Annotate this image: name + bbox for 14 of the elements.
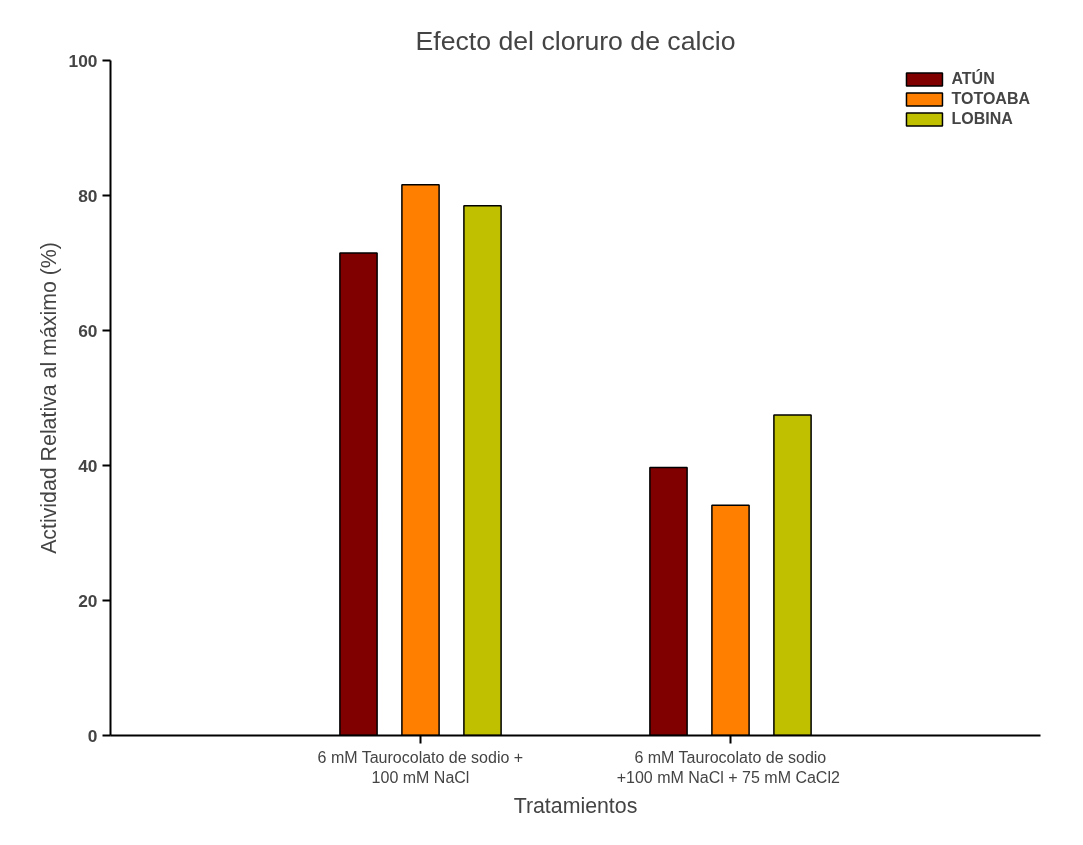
- legend-label: LOBINA: [951, 110, 1013, 128]
- y-tick-label: 100: [68, 50, 98, 71]
- y-tick-label: 80: [78, 185, 98, 206]
- y-axis-title: Actividad Relativa al máximo (%): [36, 242, 61, 554]
- x-tick-label: 6 mM Taurocolato de sodio + 100 mM NaCl: [317, 748, 524, 786]
- legend-label: ATÚN: [951, 70, 995, 88]
- y-tick-label: 60: [78, 320, 98, 341]
- legend-label: TOTOABA: [951, 90, 1030, 108]
- y-tick-label: 40: [78, 455, 98, 476]
- x-tick-label: 6 mM Taurocolato de sodio +100 mM NaCl + 75 mM CaCl2: [616, 748, 840, 786]
- chart-title: Efecto del cloruro de calcio: [415, 25, 736, 56]
- y-tick-label: 0: [87, 725, 98, 746]
- x-axis-title: Tratamientos: [513, 793, 638, 818]
- y-tick-label: 20: [78, 590, 98, 611]
